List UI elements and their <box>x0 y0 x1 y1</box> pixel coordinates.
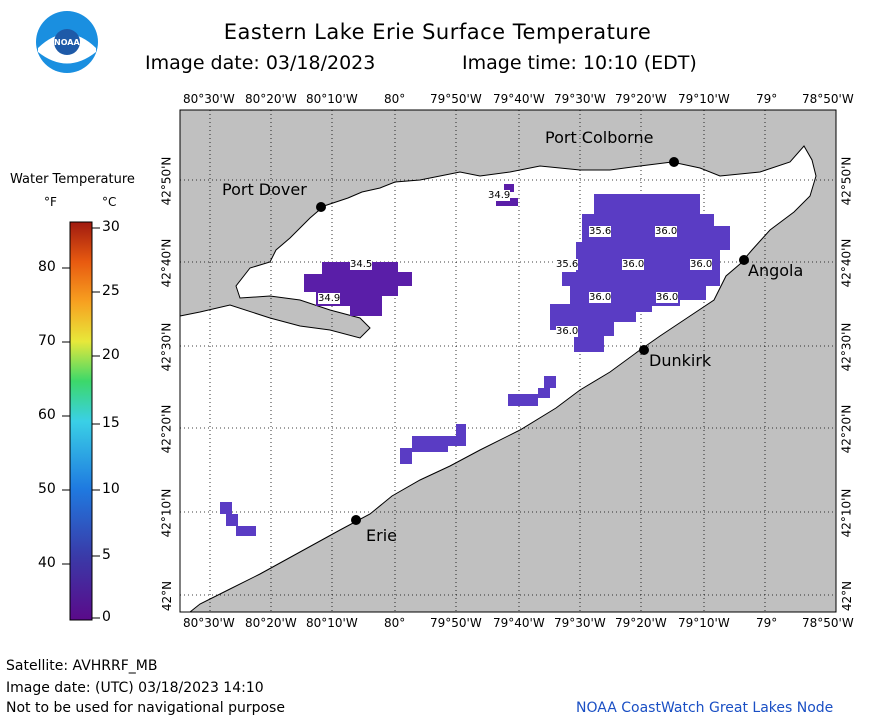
lat-label: 42°50'N <box>159 156 174 206</box>
city-label-angola: Angola <box>748 261 804 280</box>
city-label-port-colborne: Port Colborne <box>545 128 654 147</box>
lon-label: 80°10'W <box>306 616 358 630</box>
legend-f-tick: 60 <box>38 407 56 423</box>
lat-label: 42°50'N <box>839 156 854 206</box>
legend-c-tick: 25 <box>102 283 120 299</box>
lon-label: 79° <box>756 616 778 630</box>
lon-label: 79°20'W <box>615 616 667 630</box>
lat-label: 42°10'N <box>839 488 854 538</box>
temp-label: 35.6 <box>556 259 579 270</box>
temp-label: 34.5 <box>350 259 373 270</box>
footer-satellite: Satellite: AVHRRF_MB <box>6 658 158 674</box>
legend-c-tick: 10 <box>102 481 120 497</box>
image-time: Image time: 10:10 (EDT) <box>462 52 697 74</box>
lon-label: 80°30'W <box>183 616 235 630</box>
lon-label: 80°10'W <box>306 92 358 106</box>
lon-label: 79°30'W <box>554 92 606 106</box>
lon-label: 79°50'W <box>430 92 482 106</box>
temp-label: 36.0 <box>589 292 612 303</box>
footer-utc-date: Image date: (UTC) 03/18/2023 14:10 <box>6 680 264 696</box>
lon-label: 80° <box>384 92 406 106</box>
lat-label: 42°20'N <box>839 404 854 454</box>
lat-label: 42°20'N <box>159 404 174 454</box>
temp-label: 36.0 <box>690 259 713 270</box>
city-markers <box>316 157 749 525</box>
legend-ticks <box>62 227 100 619</box>
temp-label: 35.6 <box>589 226 612 237</box>
logo-text: NOAA <box>54 38 80 47</box>
lat-label: 42°30'N <box>159 322 174 372</box>
legend-c-tick: 20 <box>102 347 120 363</box>
legend-c-tick: 5 <box>102 547 111 563</box>
noaa-logo <box>36 11 98 73</box>
temp-label: 36.0 <box>556 326 579 337</box>
lon-label: 80°20'W <box>245 92 297 106</box>
lon-label: 80° <box>384 616 406 630</box>
lon-label: 79°10'W <box>678 616 730 630</box>
lon-label: 79°40'W <box>493 92 545 106</box>
legend-c-tick: 15 <box>102 415 120 431</box>
lon-label: 79°10'W <box>678 92 730 106</box>
lon-label: 78°50'W <box>802 616 854 630</box>
lon-label: 78°50'W <box>802 92 854 106</box>
lat-label: 42°N <box>840 580 855 612</box>
city-label-erie: Erie <box>366 526 397 545</box>
legend-c-tick: 0 <box>102 609 111 625</box>
lon-label: 80°30'W <box>183 92 235 106</box>
lat-label: 42°40'N <box>839 238 854 288</box>
lon-label: 79° <box>756 92 778 106</box>
lon-label: 79°30'W <box>554 616 606 630</box>
legend-unit-c: °C <box>102 195 117 209</box>
legend-c-tick: 30 <box>102 219 120 235</box>
lat-label: 42°10'N <box>159 488 174 538</box>
temp-label: 36.0 <box>655 226 678 237</box>
temp-label: 36.0 <box>656 292 679 303</box>
image-date: Image date: 03/18/2023 <box>145 52 376 74</box>
legend-f-tick: 40 <box>38 555 56 571</box>
legend-title: Water Temperature <box>10 172 135 187</box>
lat-label: 42°N <box>160 580 175 612</box>
lon-label: 79°50'W <box>430 616 482 630</box>
legend-f-tick: 50 <box>38 481 56 497</box>
legend-color-bar <box>69 221 93 621</box>
legend-unit-f: °F <box>44 195 57 209</box>
legend-f-tick: 70 <box>38 333 56 349</box>
legend-f-tick: 80 <box>38 259 56 275</box>
temp-label: 34.9 <box>318 293 341 304</box>
page-title: Eastern Lake Erie Surface Temperature <box>223 20 652 44</box>
lon-label: 79°20'W <box>615 92 667 106</box>
lon-label: 80°20'W <box>245 616 297 630</box>
city-label-dunkirk: Dunkirk <box>649 351 712 370</box>
footer-disclaimer: Not to be used for navigational purpose <box>6 700 285 716</box>
temp-label: 36.0 <box>622 259 645 270</box>
lon-label: 79°40'W <box>493 616 545 630</box>
temp-label: 34.9 <box>488 190 511 201</box>
footer-credit: NOAA CoastWatch Great Lakes Node <box>576 700 834 716</box>
graticule <box>180 110 836 612</box>
city-label-port-dover: Port Dover <box>222 180 307 199</box>
lat-label: 42°40'N <box>159 238 174 288</box>
lat-label: 42°30'N <box>839 322 854 372</box>
